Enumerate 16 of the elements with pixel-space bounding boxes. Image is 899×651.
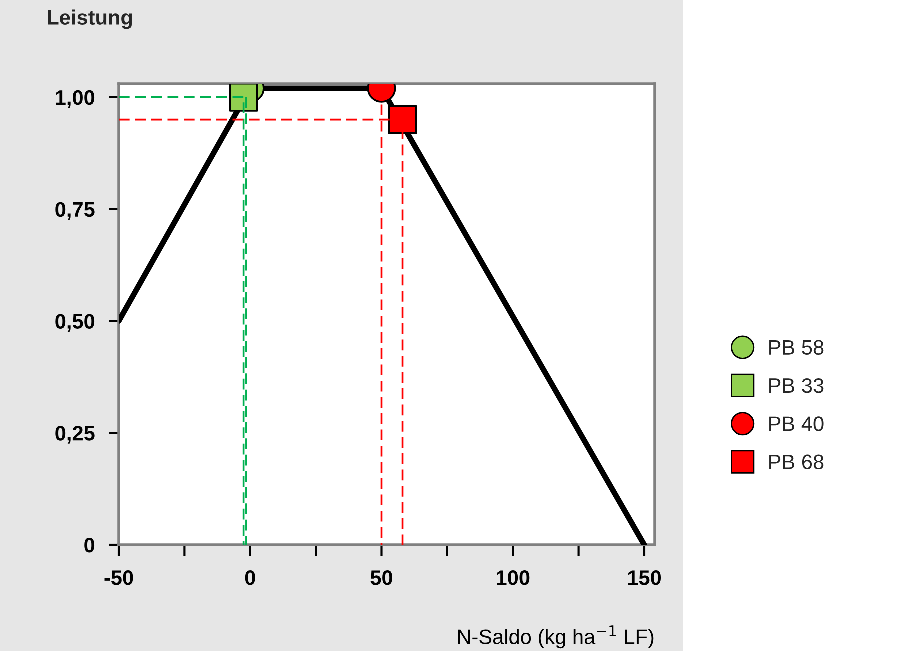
legend-label: PB 33 — [770, 378, 824, 394]
x-axis-title: N-Saldo (kg ha$^{−1}$ LF) — [458, 626, 654, 649]
x-tick-label: -50 — [104, 570, 134, 586]
x-tick-label: 150 — [628, 570, 662, 586]
y-axis-title: Leistung — [48, 10, 132, 30]
y-tick-label: 0,25 — [56, 426, 95, 444]
legend-label: PB 40 — [770, 416, 824, 432]
y-tick-label: 1,00 — [56, 90, 95, 108]
legend-label: PB 68 — [770, 454, 824, 470]
x-tick-label: 50 — [370, 570, 392, 586]
x-tick-label: 0 — [245, 570, 256, 586]
y-tick-label: 0,75 — [56, 202, 95, 220]
y-tick-label: 0,50 — [56, 314, 95, 332]
y-tick-label: 0 — [84, 538, 95, 553]
x-tick-label: 100 — [497, 570, 530, 586]
legend-label: PB 58 — [770, 340, 824, 356]
